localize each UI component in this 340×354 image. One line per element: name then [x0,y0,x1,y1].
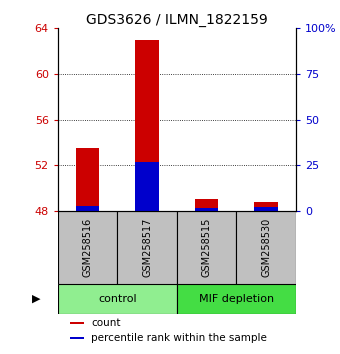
Bar [70,337,84,339]
Bar [177,211,236,284]
Bar [75,148,99,211]
Bar [195,199,219,211]
Text: GSM258530: GSM258530 [261,218,271,277]
Bar [177,284,296,314]
Text: GSM258517: GSM258517 [142,218,152,277]
Bar [75,206,99,211]
Bar [135,161,159,211]
Bar [58,211,117,284]
Bar [70,322,84,324]
Text: count: count [91,318,121,328]
Bar [58,284,177,314]
Text: ▶: ▶ [32,294,41,304]
Bar [254,202,278,211]
Text: control: control [98,294,137,304]
Bar [236,211,296,284]
Text: MIF depletion: MIF depletion [199,294,274,304]
Bar [254,207,278,211]
Bar [195,208,219,211]
Title: GDS3626 / ILMN_1822159: GDS3626 / ILMN_1822159 [86,13,268,27]
Text: GSM258516: GSM258516 [83,218,92,277]
Text: percentile rank within the sample: percentile rank within the sample [91,333,267,343]
Bar [135,40,159,211]
Text: GSM258515: GSM258515 [202,218,211,277]
Bar [117,211,177,284]
